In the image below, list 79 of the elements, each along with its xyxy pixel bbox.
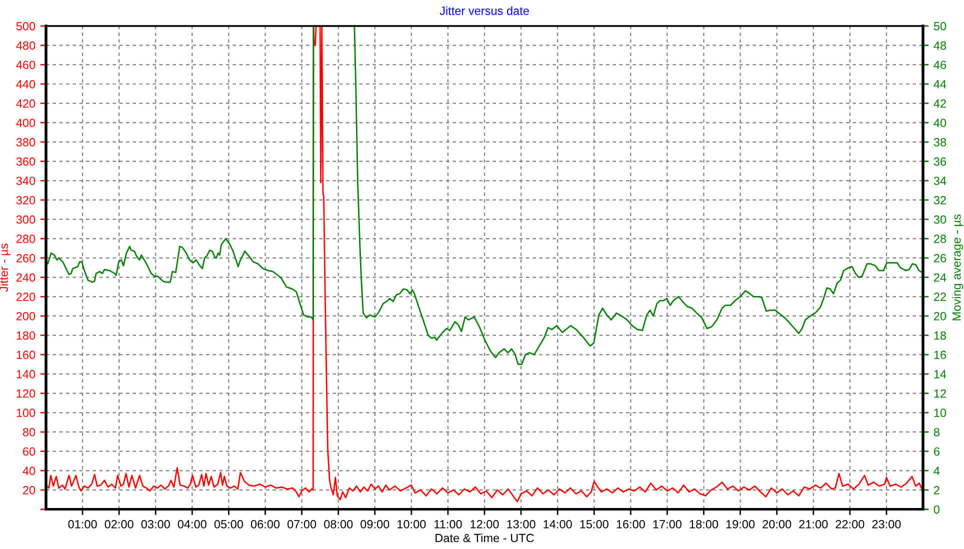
x-tick-label: 15:00 <box>580 520 608 528</box>
y-tick-label: 40 <box>22 466 36 476</box>
x-tick-label: 07:00 <box>287 520 316 528</box>
y-tick-label: 420 <box>16 99 36 108</box>
y-tick-label: 240 <box>16 273 36 282</box>
y2-tick-label: 26 <box>934 254 946 262</box>
y2-tick-label: 36 <box>934 157 946 166</box>
line-series <box>46 26 923 502</box>
y-tick-label: 100 <box>16 408 36 418</box>
x-tick-label: 04:00 <box>178 520 206 528</box>
x-tick-label: 17:00 <box>653 520 682 528</box>
y2-tick-label: 0 <box>934 505 940 514</box>
x-tick-label: 12:00 <box>470 520 499 528</box>
y2-tick-label: 42 <box>934 99 946 108</box>
y-tick-label: 260 <box>16 254 36 262</box>
y-tick-label: 300 <box>16 215 36 224</box>
x-tick-label: 03:00 <box>141 520 170 528</box>
y-tick-label: 380 <box>16 138 36 146</box>
x-axis-title: Date & Time - UTC <box>436 534 534 542</box>
y-tick-label: 460 <box>16 60 36 70</box>
x-tick-label: 10:00 <box>398 520 426 528</box>
y2-tick-label: 22 <box>934 292 946 301</box>
y2-tick-label: 10 <box>934 408 946 418</box>
y2-axis-title: Moving average - µs <box>952 214 964 320</box>
y2-tick-label: 40 <box>934 118 946 128</box>
y-tick-label: 80 <box>22 428 36 436</box>
line-series <box>46 26 923 366</box>
y2-tick-label: 44 <box>934 80 946 88</box>
x-tick-label: 23:00 <box>872 520 901 528</box>
y2-tick-label: 28 <box>934 234 946 244</box>
y-tick-label: 320 <box>16 196 36 204</box>
y2-tick-label: 12 <box>934 389 946 398</box>
y-tick-label: 500 <box>16 22 36 30</box>
y2-tick-label: 30 <box>934 215 946 224</box>
chart-title: Jitter versus date <box>440 6 529 16</box>
x-tick-label: 16:00 <box>616 520 645 528</box>
y-tick-label: 180 <box>16 331 36 340</box>
x-tick-label: 02:00 <box>104 520 134 528</box>
x-tick-label: 18:00 <box>690 520 718 528</box>
y2-tick-label: 48 <box>934 41 946 50</box>
y2-tick-label: 38 <box>934 138 946 146</box>
y2-tick-label: 32 <box>934 196 946 204</box>
x-tick-label: 22:00 <box>836 520 864 528</box>
y2-tick-label: 8 <box>934 428 940 436</box>
y-tick-label: 160 <box>16 350 36 360</box>
x-tick-label: 21:00 <box>799 520 828 528</box>
y2-tick-label: 2 <box>934 486 940 494</box>
x-tick-label: 08:00 <box>324 520 353 528</box>
y2-tick-label: 46 <box>934 60 946 70</box>
x-tick-label: 20:00 <box>762 520 792 528</box>
x-tick-label: 05:00 <box>214 520 244 528</box>
y-tick-label: 440 <box>16 80 36 88</box>
y-tick-label: 60 <box>23 447 36 456</box>
y-tick-label: 120 <box>16 389 36 398</box>
y2-tick-label: 16 <box>934 350 946 360</box>
y2-tick-label: 24 <box>934 273 946 282</box>
y-tick-label: 200 <box>16 312 36 320</box>
y-tick-label: 140 <box>16 370 36 378</box>
y-tick-label: 220 <box>16 292 36 302</box>
y-tick-label: 340 <box>16 176 36 186</box>
y2-tick-label: 50 <box>934 22 946 30</box>
x-tick-label: 13:00 <box>507 520 536 528</box>
y2-tick-label: 4 <box>934 466 940 475</box>
y2-tick-label: 34 <box>934 176 946 186</box>
y-tick-label: 360 <box>16 157 36 166</box>
y2-tick-label: 20 <box>934 312 946 320</box>
y2-tick-label: 6 <box>934 447 940 456</box>
x-tick-label: 19:00 <box>726 520 755 528</box>
y-tick-label: 400 <box>16 118 36 128</box>
y-tick-label: 480 <box>16 41 36 50</box>
y-tick-label: 280 <box>16 234 36 244</box>
x-tick-label: 11:00 <box>434 520 462 528</box>
x-tick-label: 14:00 <box>544 520 572 528</box>
y2-tick-label: 18 <box>934 331 946 340</box>
y-tick-label: 20 <box>23 486 36 494</box>
y2-tick-label: 14 <box>934 370 946 378</box>
x-tick-label: 06:00 <box>250 520 280 528</box>
x-tick-label: 09:00 <box>360 520 390 528</box>
x-tick-label: 01:00 <box>68 520 97 528</box>
